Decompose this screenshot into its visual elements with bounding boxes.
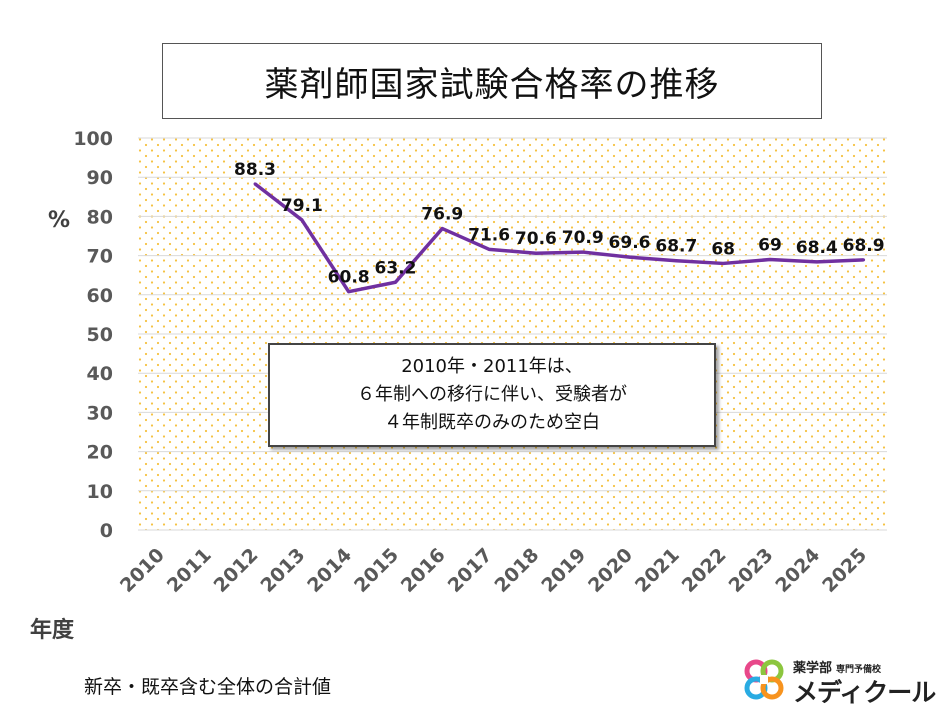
- data-point: [581, 250, 585, 254]
- y-tick-label: 60: [87, 285, 113, 307]
- data-point: [628, 255, 632, 259]
- data-point: [862, 258, 866, 262]
- x-tick-label: 2011: [163, 544, 216, 597]
- logo-name: メディクール: [793, 678, 936, 707]
- annotation-line-2: ６年制への移行に伴い、受験者が: [357, 384, 627, 405]
- data-label: 68: [711, 239, 735, 259]
- data-point: [674, 259, 678, 263]
- y-tick-label: 0: [100, 520, 113, 542]
- data-label: 70.9: [562, 228, 604, 248]
- x-tick-label: 2018: [490, 544, 543, 597]
- x-axis-label: 年度: [30, 618, 75, 643]
- data-point: [347, 290, 351, 294]
- y-tick-label: 30: [87, 402, 113, 424]
- data-point: [534, 251, 538, 255]
- x-tick-label: 2025: [818, 544, 871, 597]
- data-label: 68.4: [796, 238, 838, 258]
- series-line: [253, 182, 864, 294]
- title-box: 薬剤師国家試験合格率の推移: [162, 43, 822, 119]
- y-tick-label: 20: [87, 442, 113, 464]
- y-tick-label: 80: [87, 206, 113, 228]
- data-point: [393, 280, 397, 284]
- annotation-box: 2010年・2011年は、 ６年制への移行に伴い、受験者が ４年制既卒のみのため…: [268, 343, 716, 447]
- data-label: 68.9: [843, 236, 885, 256]
- x-tick-label: 2016: [397, 544, 450, 597]
- x-tick-label: 2022: [678, 544, 731, 597]
- x-tick-label: 2017: [444, 544, 497, 597]
- x-tick-label: 2020: [584, 544, 637, 597]
- y-tick-label: 40: [87, 363, 113, 385]
- x-tick-label: 2015: [350, 544, 403, 597]
- data-point: [487, 247, 491, 251]
- y-tick-label: 90: [87, 167, 113, 189]
- x-tick-label: 2014: [303, 544, 356, 597]
- data-label: 76.9: [421, 205, 463, 225]
- data-label: 70.6: [515, 229, 557, 249]
- y-tick-label: 70: [87, 246, 113, 268]
- x-tick-label: 2010: [116, 544, 169, 597]
- data-point: [768, 258, 772, 262]
- x-tick-label: 2013: [256, 544, 309, 597]
- x-tick-label: 2019: [537, 544, 590, 597]
- annotation-line-3: ４年制既卒のみのため空白: [384, 412, 600, 433]
- x-tick-label: 2021: [631, 544, 684, 597]
- data-label: 60.8: [328, 268, 370, 288]
- y-tick-label: 10: [87, 481, 113, 503]
- annotation-line-1: 2010年・2011年は、: [401, 356, 583, 377]
- data-point: [440, 227, 444, 231]
- brand-logo: 薬学部 専門予備校 メディクール: [738, 655, 943, 707]
- data-label: 88.3: [234, 160, 276, 180]
- x-tick-label: 2024: [771, 544, 824, 597]
- data-label: 68.7: [655, 237, 697, 257]
- data-label: 69: [758, 236, 782, 256]
- data-point: [300, 218, 304, 222]
- y-tick-label: 50: [87, 324, 113, 346]
- data-point: [253, 182, 257, 186]
- x-tick-label: 2023: [725, 544, 778, 597]
- x-tick-label: 2012: [210, 544, 263, 597]
- y-tick-label: 100: [73, 128, 113, 150]
- data-label: 63.2: [374, 258, 416, 278]
- y-axis-label: %: [48, 208, 71, 233]
- chart-title: 薬剤師国家試験合格率の推移: [264, 64, 720, 105]
- data-label: 71.6: [468, 225, 510, 245]
- data-label: 69.6: [609, 233, 651, 253]
- logo-clover-icon: [744, 659, 784, 700]
- footnote: 新卒・既卒含む全体の合計値: [84, 676, 332, 698]
- logo-subtitle: 薬学部 専門予備校: [793, 657, 881, 676]
- logo-sub-small-text: 専門予備校: [836, 665, 882, 675]
- data-point: [815, 260, 819, 264]
- data-point: [721, 261, 725, 265]
- logo-sub-text: 薬学部: [793, 661, 833, 676]
- data-label: 79.1: [281, 196, 323, 216]
